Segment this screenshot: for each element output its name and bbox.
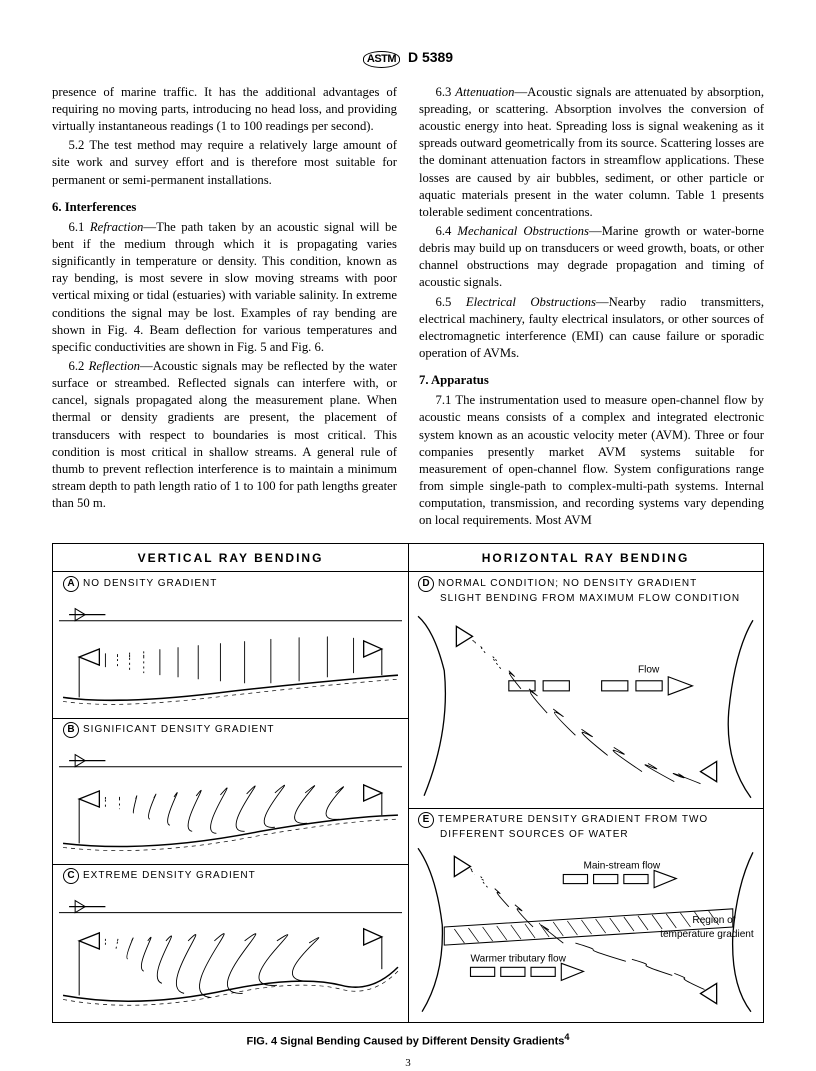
panel-a-text: NO DENSITY GRADIENT — [83, 578, 217, 589]
figure-4-caption-text: FIG. 4 Signal Bending Caused by Differen… — [247, 1036, 565, 1048]
para-7-1: 7.1 The instrumentation used to measure … — [419, 392, 764, 529]
panel-e-schematic: Main-stream flow Warmer tributary flow R… — [414, 844, 757, 1016]
para-5-2: 5.2 The test method may require a relati… — [52, 137, 397, 188]
panel-b: BSIGNIFICANT DENSITY GRADIENT — [53, 718, 408, 864]
panel-e-text2: DIFFERENT SOURCES OF WATER — [440, 829, 629, 840]
term-elec-obstructions: Electrical Obstructions — [466, 295, 596, 309]
panel-d-label: DNORMAL CONDITION; NO DENSITY GRADIENT S… — [408, 572, 763, 606]
para-6-2: 6.2 Reflection—Acoustic signals may be r… — [52, 358, 397, 512]
page-header: ASTM D 5389 — [52, 48, 764, 68]
panel-c: CEXTREME DENSITY GRADIENT — [53, 864, 408, 1020]
page-number: 3 — [52, 1056, 764, 1071]
term-reflection: Reflection — [89, 359, 140, 373]
flow-label: Flow — [638, 665, 660, 676]
astm-logo: ASTM — [363, 51, 400, 68]
para-6-4: 6.4 Mechanical Obstructions—Marine growt… — [419, 223, 764, 292]
figure-4-caption: FIG. 4 Signal Bending Caused by Differen… — [52, 1031, 764, 1050]
panel-a-schematic — [59, 594, 402, 714]
panel-b-schematic — [59, 740, 402, 860]
para-6-3: 6.3 Attenuation—Acoustic signals are att… — [419, 84, 764, 221]
figure-left-col: VERTICAL RAY BENDING ANO DENSITY GRADIEN… — [53, 544, 409, 1022]
panel-c-text: EXTREME DENSITY GRADIENT — [83, 870, 256, 881]
figure-left-title: VERTICAL RAY BENDING — [53, 544, 408, 571]
term-refraction: Refraction — [90, 220, 144, 234]
mainstream-label: Main-stream flow — [583, 861, 660, 872]
panel-d-text2: SLIGHT BENDING FROM MAXIMUM FLOW CONDITI… — [440, 593, 740, 604]
panel-d-svg: Flow — [414, 608, 757, 804]
panel-e: ETEMPERATURE DENSITY GRADIENT FROM TWO D… — [408, 808, 763, 1020]
para-6-5: 6.5 Electrical Obstructions—Nearby radio… — [419, 294, 764, 363]
para-6-1: 6.1 Refraction—The path taken by an acou… — [52, 219, 397, 356]
panel-c-svg — [59, 886, 402, 1016]
panel-a-svg — [59, 594, 402, 714]
panel-e-text1: TEMPERATURE DENSITY GRADIENT FROM TWO — [438, 814, 708, 825]
figure-right-col: HORIZONTAL RAY BENDING DNORMAL CONDITION… — [408, 544, 763, 1022]
panel-b-label: BSIGNIFICANT DENSITY GRADIENT — [53, 718, 408, 738]
region-label-2: temperature gradient — [660, 929, 754, 940]
term-mech-obstructions: Mechanical Obstructions — [457, 224, 589, 238]
section-6-heading: 6. Interferences — [52, 199, 397, 216]
panel-d-schematic: Flow — [414, 608, 757, 804]
warmer-label: Warmer tributary flow — [470, 954, 566, 965]
panel-c-label: CEXTREME DENSITY GRADIENT — [53, 864, 408, 884]
panel-e-svg: Main-stream flow Warmer tributary flow R… — [414, 844, 757, 1016]
panel-d-text1: NORMAL CONDITION; NO DENSITY GRADIENT — [438, 578, 697, 589]
panel-c-schematic — [59, 886, 402, 1016]
figure-4: VERTICAL RAY BENDING ANO DENSITY GRADIEN… — [52, 543, 764, 1023]
region-label-1: Region of — [692, 915, 735, 926]
designation: D 5389 — [408, 49, 453, 65]
figure-right-title: HORIZONTAL RAY BENDING — [408, 544, 763, 571]
body-text-columns: presence of marine traffic. It has the a… — [52, 84, 764, 530]
panel-b-text: SIGNIFICANT DENSITY GRADIENT — [83, 724, 275, 735]
panel-a: ANO DENSITY GRADIENT — [53, 572, 408, 718]
panel-e-label: ETEMPERATURE DENSITY GRADIENT FROM TWO D… — [408, 808, 763, 842]
section-7-heading: 7. Apparatus — [419, 372, 764, 389]
para-5-1-cont: presence of marine traffic. It has the a… — [52, 84, 397, 135]
panel-b-svg — [59, 740, 402, 860]
panel-a-label: ANO DENSITY GRADIENT — [53, 572, 408, 592]
term-attenuation: Attenuation — [455, 85, 514, 99]
figure-4-caption-sup: 4 — [564, 1032, 569, 1042]
panel-d: DNORMAL CONDITION; NO DENSITY GRADIENT S… — [408, 572, 763, 808]
